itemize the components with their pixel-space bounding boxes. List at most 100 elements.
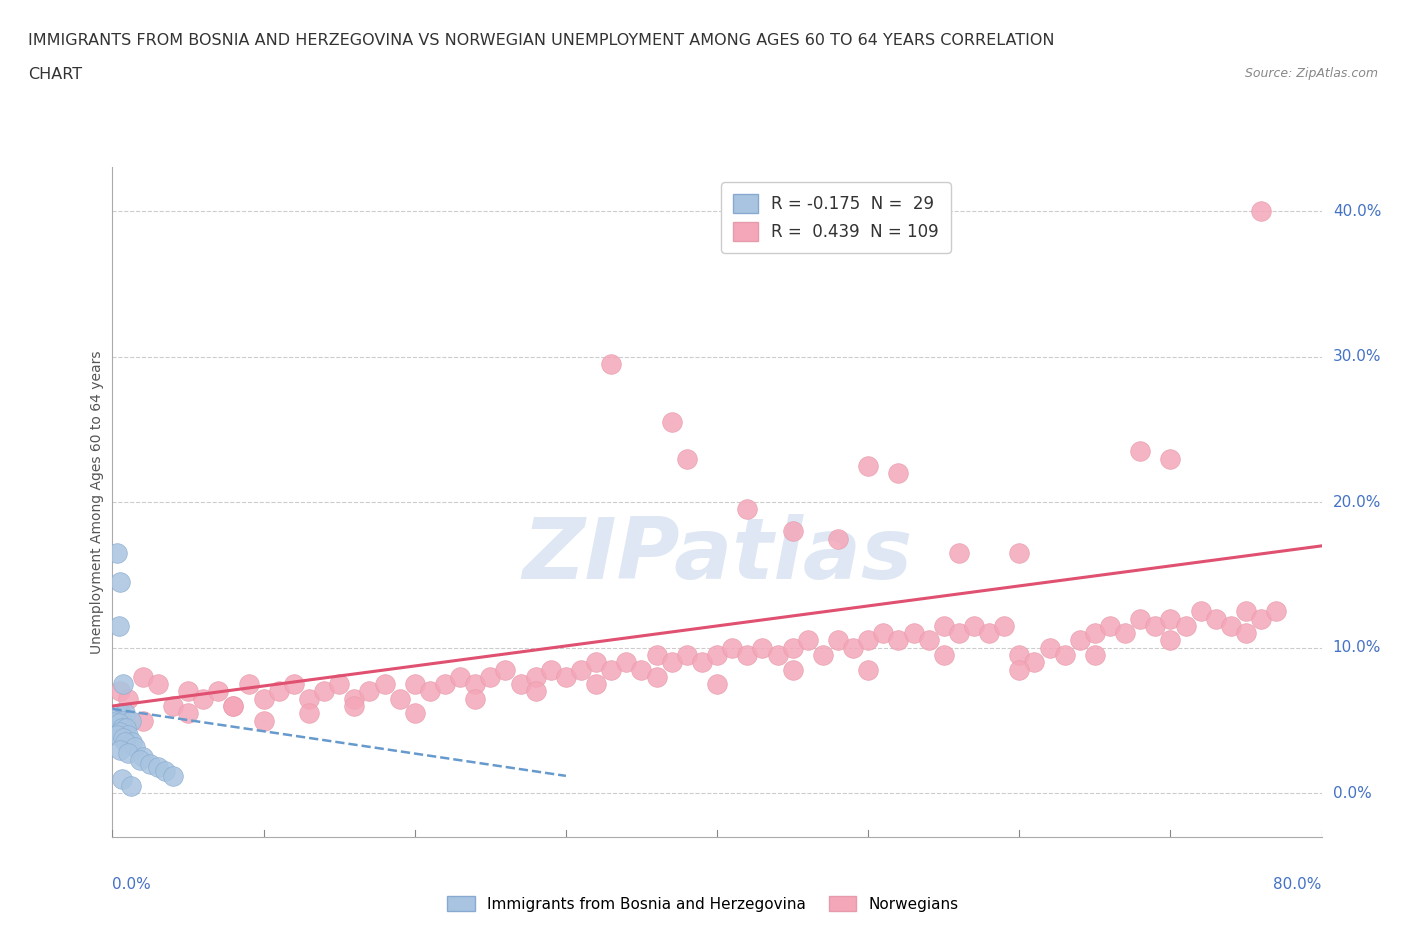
Point bbox=[1234, 626, 1257, 641]
Point bbox=[374, 677, 396, 692]
Point bbox=[569, 662, 592, 677]
Point bbox=[811, 647, 834, 662]
Point bbox=[1159, 633, 1181, 648]
Point bbox=[108, 575, 131, 590]
Point bbox=[706, 677, 728, 692]
Point bbox=[842, 641, 865, 656]
Point bbox=[1250, 204, 1272, 219]
Point bbox=[207, 684, 229, 698]
Point bbox=[690, 655, 713, 670]
Point bbox=[253, 691, 276, 706]
Point bbox=[434, 677, 457, 692]
Point bbox=[139, 757, 162, 772]
Point bbox=[495, 662, 517, 677]
Point bbox=[509, 677, 531, 692]
Point bbox=[162, 768, 184, 783]
Point bbox=[706, 647, 728, 662]
Text: 0.0%: 0.0% bbox=[112, 877, 152, 892]
Point bbox=[1069, 633, 1091, 648]
Text: 20.0%: 20.0% bbox=[1333, 495, 1381, 510]
Point bbox=[121, 735, 143, 750]
Point bbox=[1038, 641, 1062, 656]
Point bbox=[314, 684, 336, 698]
Point bbox=[128, 752, 150, 767]
Point bbox=[404, 706, 426, 721]
Point bbox=[479, 670, 502, 684]
Point bbox=[110, 713, 132, 728]
Point bbox=[124, 739, 146, 754]
Point bbox=[782, 524, 804, 538]
Point bbox=[1084, 626, 1107, 641]
Point bbox=[661, 655, 683, 670]
Point bbox=[162, 698, 184, 713]
Point bbox=[887, 466, 910, 481]
Point bbox=[645, 670, 668, 684]
Point bbox=[524, 684, 547, 698]
Point bbox=[108, 742, 131, 757]
Point bbox=[737, 502, 759, 517]
Point bbox=[328, 677, 350, 692]
Point bbox=[858, 633, 880, 648]
Point bbox=[858, 458, 880, 473]
Point bbox=[1174, 618, 1197, 633]
Point bbox=[1008, 662, 1031, 677]
Point bbox=[464, 677, 486, 692]
Point bbox=[600, 662, 623, 677]
Point bbox=[191, 691, 215, 706]
Point bbox=[661, 415, 683, 430]
Text: 40.0%: 40.0% bbox=[1333, 204, 1381, 219]
Point bbox=[963, 618, 986, 633]
Point bbox=[1265, 604, 1288, 618]
Point bbox=[872, 626, 894, 641]
Point bbox=[1159, 611, 1181, 626]
Text: 0.0%: 0.0% bbox=[1333, 786, 1371, 801]
Point bbox=[616, 655, 638, 670]
Text: Source: ZipAtlas.com: Source: ZipAtlas.com bbox=[1244, 67, 1378, 80]
Point bbox=[177, 706, 200, 721]
Point bbox=[737, 647, 759, 662]
Point bbox=[782, 662, 804, 677]
Point bbox=[1053, 647, 1076, 662]
Point bbox=[222, 698, 245, 713]
Point bbox=[1099, 618, 1122, 633]
Point bbox=[105, 727, 128, 742]
Point bbox=[827, 633, 849, 648]
Point bbox=[107, 716, 129, 731]
Point bbox=[132, 750, 155, 764]
Point bbox=[298, 706, 321, 721]
Point bbox=[676, 647, 699, 662]
Point bbox=[585, 655, 607, 670]
Text: ZIPatlas: ZIPatlas bbox=[522, 514, 912, 597]
Point bbox=[343, 698, 366, 713]
Point bbox=[932, 618, 955, 633]
Point bbox=[132, 713, 155, 728]
Point bbox=[918, 633, 941, 648]
Point bbox=[107, 618, 129, 633]
Point bbox=[388, 691, 411, 706]
Point bbox=[419, 684, 441, 698]
Point bbox=[1024, 655, 1046, 670]
Point bbox=[645, 647, 668, 662]
Point bbox=[115, 721, 138, 736]
Point bbox=[1189, 604, 1212, 618]
Point bbox=[105, 546, 128, 561]
Point bbox=[449, 670, 471, 684]
Text: CHART: CHART bbox=[28, 67, 82, 82]
Point bbox=[1084, 647, 1107, 662]
Point bbox=[267, 684, 290, 698]
Y-axis label: Unemployment Among Ages 60 to 64 years: Unemployment Among Ages 60 to 64 years bbox=[90, 351, 104, 654]
Point bbox=[948, 626, 970, 641]
Point bbox=[404, 677, 426, 692]
Legend: R = -0.175  N =  29, R =  0.439  N = 109: R = -0.175 N = 29, R = 0.439 N = 109 bbox=[721, 182, 950, 253]
Point bbox=[903, 626, 925, 641]
Point bbox=[554, 670, 576, 684]
Point bbox=[253, 713, 276, 728]
Point bbox=[1008, 647, 1031, 662]
Point bbox=[112, 731, 135, 746]
Point bbox=[887, 633, 910, 648]
Point bbox=[146, 760, 169, 775]
Point bbox=[600, 356, 623, 371]
Point bbox=[108, 724, 131, 739]
Point bbox=[540, 662, 562, 677]
Point bbox=[948, 546, 970, 561]
